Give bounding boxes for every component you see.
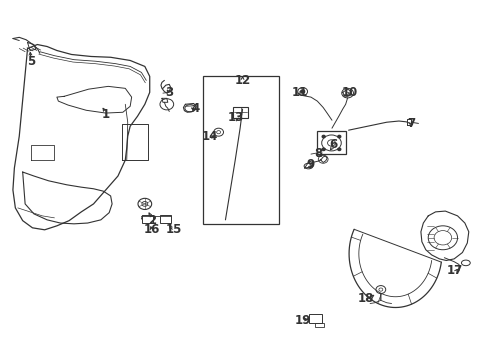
Text: 3: 3 <box>165 86 173 99</box>
Text: 1: 1 <box>102 108 110 121</box>
Text: 12: 12 <box>234 74 251 87</box>
Text: 16: 16 <box>144 223 160 236</box>
Text: 19: 19 <box>294 314 311 327</box>
Text: 2: 2 <box>148 214 156 227</box>
Text: 7: 7 <box>407 117 415 130</box>
Text: 17: 17 <box>447 264 463 277</box>
Text: 14: 14 <box>201 130 218 143</box>
Bar <box>318 131 345 154</box>
Circle shape <box>322 135 325 138</box>
Text: 15: 15 <box>166 223 182 236</box>
Circle shape <box>338 135 341 138</box>
Text: 8: 8 <box>314 147 322 160</box>
Bar <box>316 323 324 328</box>
Text: 6: 6 <box>329 139 337 152</box>
Text: 10: 10 <box>342 86 358 99</box>
Bar <box>233 107 248 118</box>
Bar <box>203 76 279 224</box>
Text: 13: 13 <box>228 111 245 124</box>
Text: 4: 4 <box>191 102 199 115</box>
Text: 9: 9 <box>307 158 315 171</box>
Bar <box>143 215 153 223</box>
Text: 18: 18 <box>358 292 374 305</box>
Text: 11: 11 <box>292 86 308 99</box>
Bar <box>160 215 171 223</box>
Bar <box>309 314 322 323</box>
Circle shape <box>322 148 325 150</box>
Circle shape <box>301 90 305 93</box>
Circle shape <box>338 148 341 150</box>
Text: 5: 5 <box>27 55 35 68</box>
